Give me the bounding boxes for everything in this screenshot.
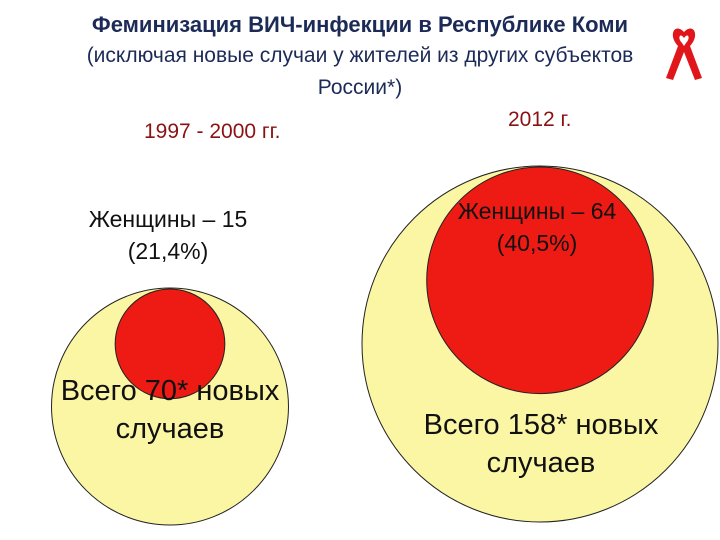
women-label-1997-2000: Женщины – 15 (21,4%) [88,206,248,264]
chart-subtitle: (исключая новые случаи у жителей из друг… [86,44,634,67]
total-label-2012: Всего 158* новых случаев [423,409,659,479]
period-label-1997-2000: 1997 - 2000 гг. [144,120,281,143]
women-cases-circle-0 [114,288,226,400]
total-cases-circle-0 [51,287,289,526]
women-cases-circle-1 [426,166,654,395]
total-label-1997-2000: Всего 70* новых случаев [60,375,280,445]
hiv-ribbon-icon [666,28,702,80]
chart-subtitle-cont: России*) [317,76,403,99]
period-label-2012: 2012 г. [508,108,572,131]
women-label-2012: Женщины – 64 (40,5%) [457,198,617,256]
chart-title: Феминизация ВИЧ-инфекции в Республике Ко… [91,12,629,37]
